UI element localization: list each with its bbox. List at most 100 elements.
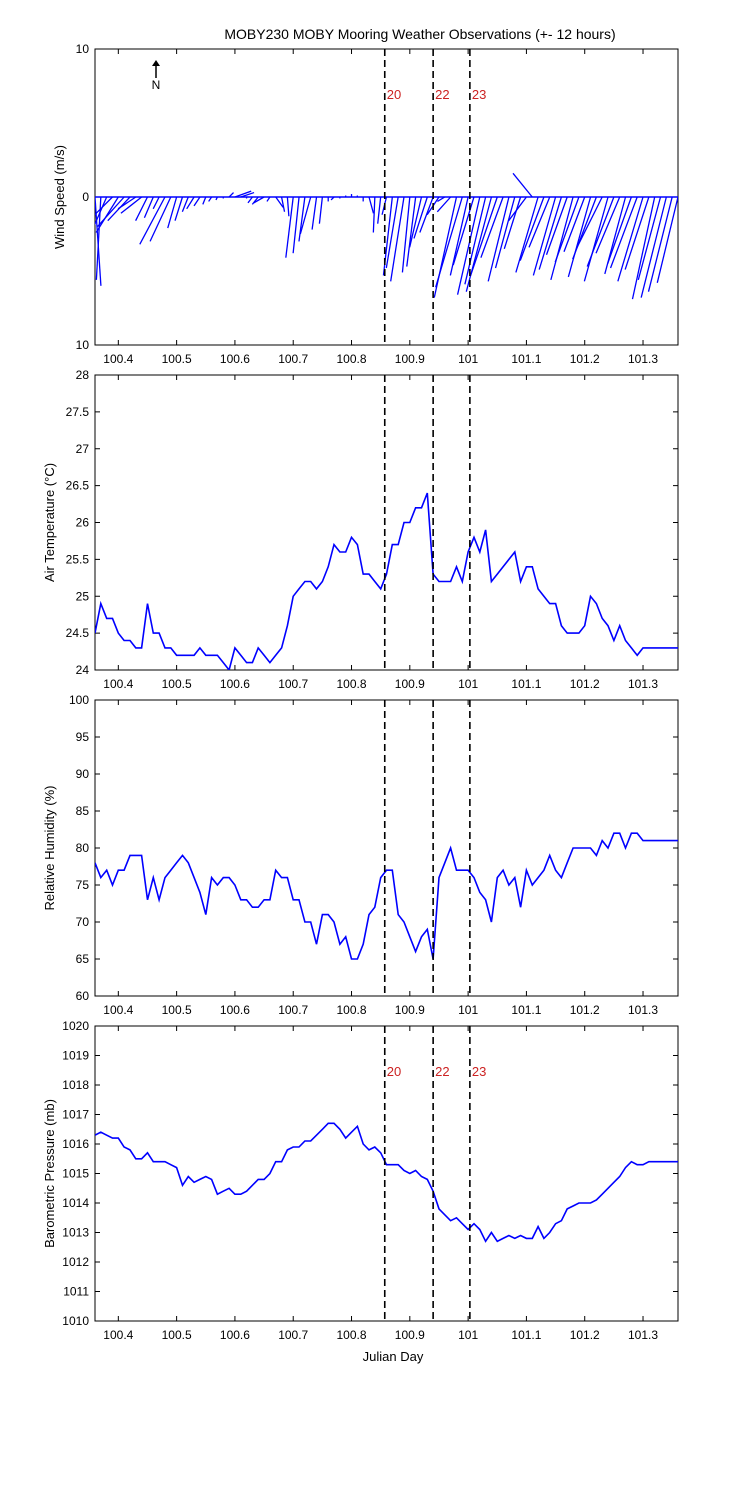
wind-vector — [390, 196, 405, 282]
x-tick-label: 101.2 — [570, 352, 600, 366]
wind-vector — [330, 196, 335, 201]
wind-vector — [586, 196, 615, 267]
plot-area — [95, 832, 678, 960]
x-tick-label: 101.1 — [511, 1328, 541, 1342]
wind-vector — [567, 196, 592, 278]
event-label: 22 — [435, 87, 449, 102]
wind-vector — [202, 196, 207, 205]
figure-title: MOBY230 MOBY Mooring Weather Observation… — [224, 26, 615, 42]
y-tick-label: 25.5 — [66, 552, 90, 566]
y-tick-label: 0 — [82, 190, 89, 204]
y-tick-label: 65 — [76, 952, 90, 966]
x-tick-label: 100.7 — [278, 1003, 308, 1017]
x-tick-label: 100.7 — [278, 1328, 308, 1342]
wind-vector — [385, 196, 399, 269]
plot-area — [95, 172, 678, 300]
wind-vector — [512, 172, 533, 198]
y-tick-label: 75 — [76, 878, 90, 892]
wind-vector — [401, 196, 411, 273]
plot-area — [95, 1122, 678, 1243]
wind-vector — [437, 196, 446, 202]
y-tick-label: 1013 — [62, 1226, 89, 1240]
wind-vector — [508, 196, 527, 222]
wind-vector — [251, 196, 259, 205]
wind-vector — [174, 196, 184, 221]
wind-vector — [640, 196, 667, 298]
wind-vector — [576, 196, 603, 248]
wind-vector — [406, 196, 417, 267]
event-label: 22 — [435, 1064, 449, 1079]
y-tick-label: 1011 — [63, 1285, 89, 1299]
wind-vector — [538, 196, 563, 270]
y-tick-label: 85 — [76, 804, 90, 818]
wind-vector — [298, 196, 306, 242]
wind-vector — [617, 196, 644, 282]
wind-vector — [563, 196, 586, 252]
x-tick-label: 101 — [458, 677, 478, 691]
wind-vector — [532, 196, 557, 276]
y-tick-label: 90 — [76, 767, 90, 781]
wind-vector — [470, 196, 498, 276]
x-tick-label: 101.1 — [511, 352, 541, 366]
wind-vector — [637, 196, 662, 281]
x-tick-label: 101.3 — [628, 1328, 658, 1342]
x-tick-label: 100.9 — [395, 352, 425, 366]
y-axis-label: Barometric Pressure (mb) — [42, 1099, 57, 1248]
y-tick-label: 70 — [76, 915, 90, 929]
x-tick-label: 100.8 — [337, 677, 367, 691]
y-tick-label: 1019 — [62, 1049, 89, 1063]
wind-vector — [609, 196, 638, 269]
panel-relative-humidity: 100.4 100.5 100.6 100.7 100.8 100.9 101 101.1 10… — [42, 693, 679, 1017]
y-tick-label: 1016 — [62, 1137, 89, 1151]
series-line — [95, 1122, 678, 1243]
y-tick-label: 60 — [76, 989, 90, 1003]
north-label: N — [152, 78, 161, 92]
wind-vector — [311, 196, 318, 230]
x-tick-label: 101.2 — [570, 1328, 600, 1342]
x-tick-label: 100.6 — [220, 352, 250, 366]
y-tick-label: 80 — [76, 841, 90, 855]
wind-vector — [515, 196, 539, 273]
wind-vector — [228, 192, 234, 198]
x-tick-label: 100.9 — [395, 1328, 425, 1342]
wind-vector — [409, 196, 423, 248]
wind-vector — [435, 196, 463, 288]
x-tick-label: 100.8 — [337, 352, 367, 366]
event-label: 20 — [387, 1064, 401, 1079]
wind-vector — [95, 196, 119, 233]
north-arrow-head — [152, 60, 160, 66]
wind-vector — [139, 196, 166, 245]
wind-vector — [419, 196, 434, 233]
y-tick-label: 95 — [76, 730, 90, 744]
wind-vector — [624, 196, 650, 270]
wind-vector — [494, 196, 516, 269]
y-tick-label: 1012 — [62, 1255, 89, 1269]
x-tick-label: 100.6 — [220, 1328, 250, 1342]
x-tick-label: 101.2 — [570, 677, 600, 691]
wind-vector — [550, 196, 574, 281]
wind-vector — [292, 196, 300, 254]
y-tick-label: 1018 — [62, 1078, 89, 1092]
y-axis-label: Relative Humidity (%) — [42, 786, 57, 911]
wind-vector — [152, 196, 160, 210]
wind-vector — [647, 196, 673, 292]
y-tick-label: 100 — [69, 693, 89, 707]
y-tick-label: 1020 — [62, 1019, 89, 1033]
y-tick-label: 27 — [76, 442, 90, 456]
x-tick-label: 101 — [458, 1003, 478, 1017]
x-tick-label: 100.4 — [103, 1003, 133, 1017]
plot-area — [95, 492, 678, 670]
y-tick-label: 25 — [76, 589, 90, 603]
wind-vector — [193, 196, 201, 207]
wind-vector — [266, 196, 271, 202]
x-tick-label: 100.4 — [103, 677, 133, 691]
x-tick-label: 101.2 — [570, 1003, 600, 1017]
wind-vector — [280, 196, 286, 212]
wind-vector — [368, 196, 375, 214]
wind-vector — [519, 196, 545, 261]
wind-vector — [95, 196, 113, 216]
wind-vector — [480, 196, 504, 258]
panel-wind: 100.4 100.5 100.6 100.7 100.8 100.9 101 101.1 10… — [52, 42, 679, 366]
wind-vector — [528, 196, 551, 248]
